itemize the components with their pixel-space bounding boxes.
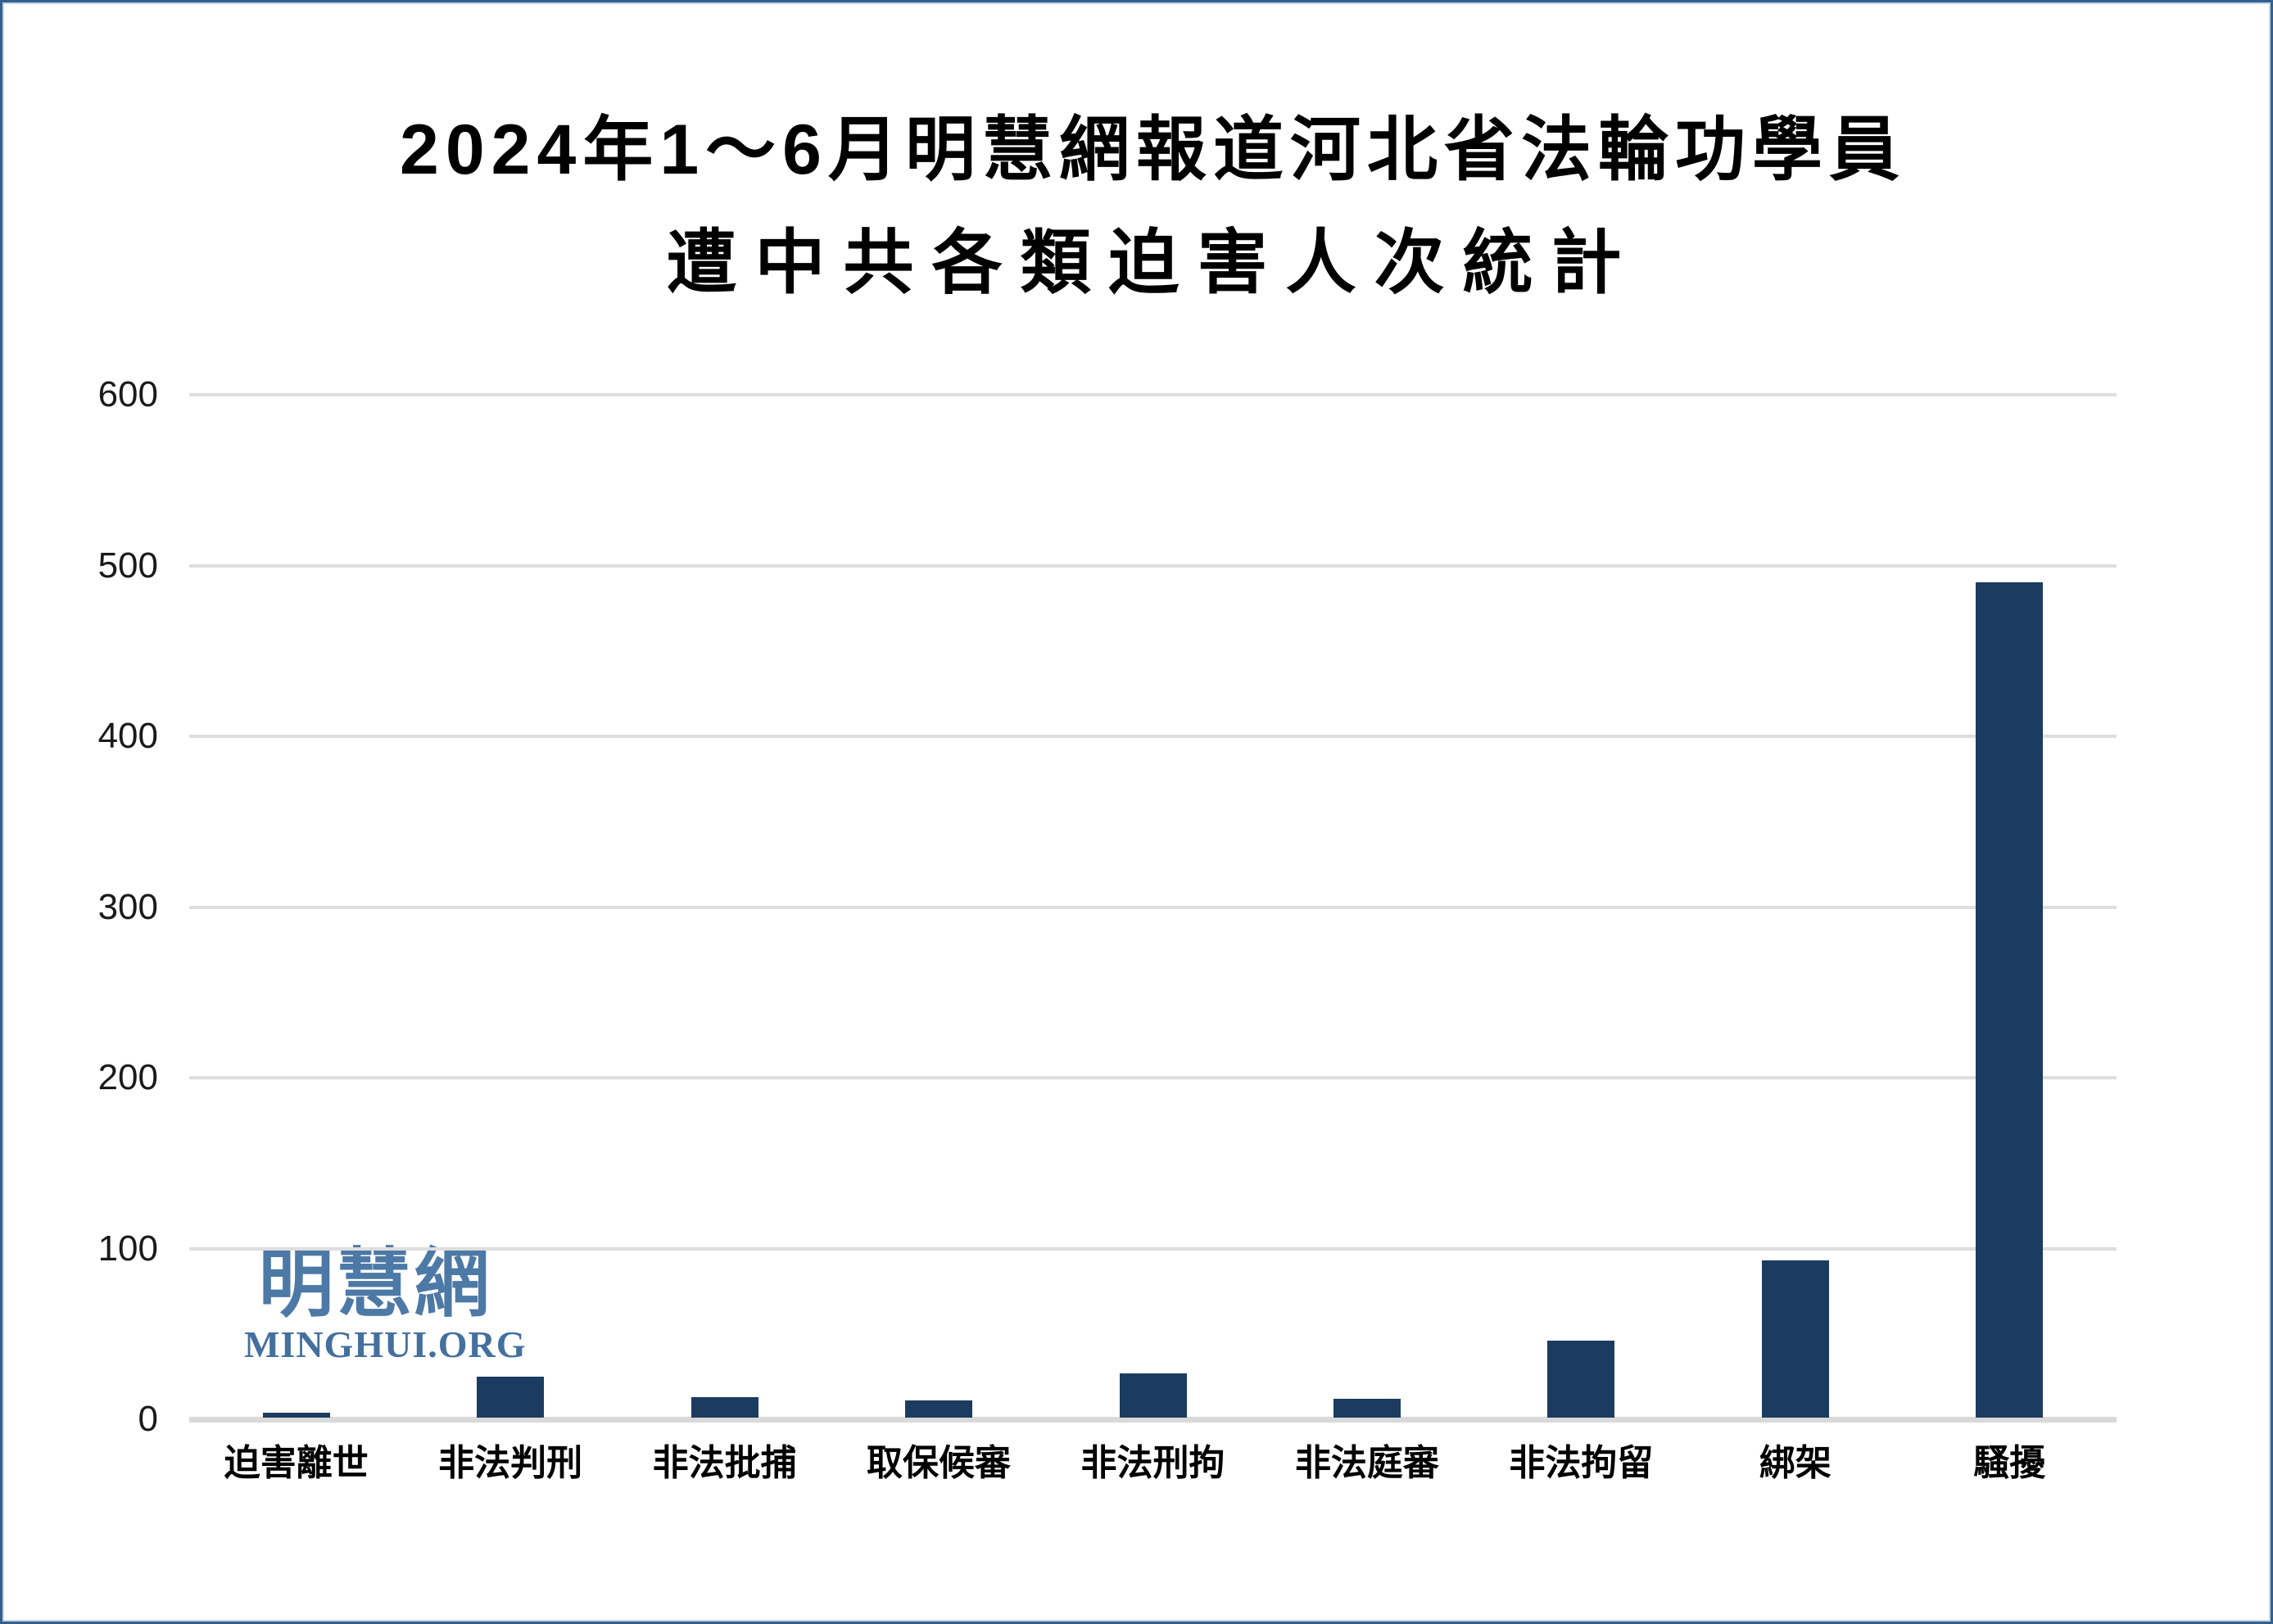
- x-tick-label-非法判刑: 非法判刑: [438, 1443, 583, 1483]
- minghui-watermark-latin: MINGHUI.ORG: [244, 1323, 527, 1365]
- minghui-watermark: 明慧網 MINGHUI.ORG: [244, 1242, 527, 1365]
- bar-騷擾: [1976, 582, 2044, 1418]
- bar-非法刑拘: [1119, 1373, 1187, 1418]
- x-tick-label-取保候審: 取保候審: [867, 1443, 1012, 1483]
- x-tick-label-騷擾: 騷擾: [1973, 1443, 2046, 1483]
- gridline-200: [189, 1076, 2117, 1079]
- gridline-300: [189, 905, 2117, 909]
- gridline-600: [189, 393, 2117, 396]
- y-tick-label-100: 100: [97, 1228, 158, 1269]
- x-tick-label-非法批捕: 非法批捕: [652, 1443, 797, 1483]
- x-tick-label-綁架: 綁架: [1759, 1443, 1832, 1483]
- bar-迫害離世: [262, 1412, 330, 1418]
- x-tick-label-迫害離世: 迫害離世: [224, 1443, 369, 1483]
- y-tick-label-400: 400: [97, 716, 158, 756]
- bar-非法批捕: [691, 1396, 758, 1418]
- x-tick-label-非法刑拘: 非法刑拘: [1080, 1443, 1225, 1483]
- gridline-100: [189, 1246, 2117, 1251]
- minghui-watermark-cjk: 明慧網: [258, 1242, 492, 1326]
- y-tick-label-200: 200: [97, 1057, 158, 1097]
- chart-title-line1: 2024年1～6月明慧網報道河北省法輪功學員: [400, 111, 1906, 189]
- chart-title: 2024年1～6月明慧網報道河北省法輪功學員 遭中共各類迫害人次統計: [189, 99, 2117, 314]
- y-tick-label-600: 600: [97, 374, 158, 414]
- y-tick-label-500: 500: [97, 545, 158, 586]
- bar-非法庭審: [1333, 1398, 1401, 1418]
- x-tick-label-非法拘留: 非法拘留: [1509, 1443, 1654, 1483]
- bar-非法拘留: [1547, 1341, 1615, 1418]
- x-tick-label-非法庭審: 非法庭審: [1294, 1443, 1439, 1483]
- y-tick-label-0: 0: [138, 1399, 158, 1439]
- x-axis-baseline: [189, 1416, 2117, 1423]
- bar-非法判刑: [477, 1376, 545, 1418]
- bar-取保候審: [905, 1400, 973, 1418]
- bar-綁架: [1761, 1260, 1829, 1418]
- gridline-500: [189, 563, 2117, 568]
- y-tick-label-300: 300: [97, 886, 158, 927]
- chart-title-line2: 遭中共各類迫害人次統計: [666, 224, 1640, 302]
- gridline-400: [189, 735, 2117, 738]
